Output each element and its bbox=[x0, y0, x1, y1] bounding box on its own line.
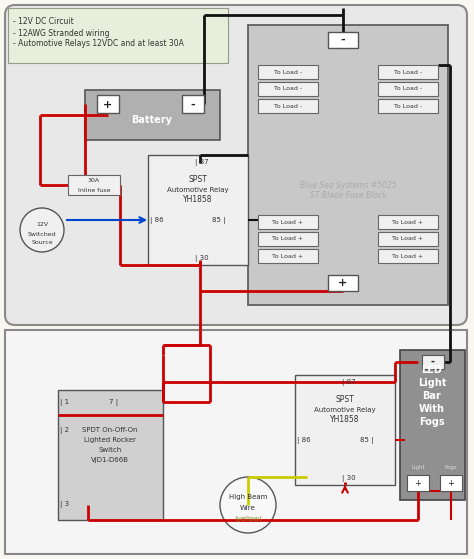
Bar bbox=[378, 249, 438, 263]
Text: -: - bbox=[341, 35, 346, 45]
Text: To Load -: To Load - bbox=[394, 69, 422, 74]
Bar bbox=[97, 95, 119, 113]
Text: +: + bbox=[447, 479, 455, 487]
Bar bbox=[248, 25, 448, 305]
Text: Fogs: Fogs bbox=[445, 466, 457, 471]
Bar bbox=[422, 355, 444, 369]
Bar bbox=[258, 82, 318, 96]
Text: | 30: | 30 bbox=[195, 254, 209, 262]
Text: -: - bbox=[431, 357, 435, 367]
Bar bbox=[378, 99, 438, 113]
Text: To Load -: To Load - bbox=[394, 87, 422, 92]
Text: To Load -: To Load - bbox=[274, 69, 302, 74]
Text: Fogs: Fogs bbox=[419, 417, 445, 427]
Text: 85 |: 85 | bbox=[212, 216, 226, 224]
Text: To Load +: To Load + bbox=[273, 253, 303, 258]
Text: YH1858: YH1858 bbox=[330, 415, 360, 424]
Text: +: + bbox=[338, 278, 347, 288]
Bar bbox=[258, 215, 318, 229]
Bar bbox=[295, 375, 395, 485]
Text: -: - bbox=[191, 100, 195, 110]
Bar bbox=[378, 65, 438, 79]
Text: | 30: | 30 bbox=[342, 475, 356, 481]
Bar bbox=[378, 215, 438, 229]
Text: LED: LED bbox=[421, 365, 442, 375]
Bar bbox=[400, 350, 465, 500]
Text: Battery: Battery bbox=[131, 115, 173, 125]
Text: 30A: 30A bbox=[88, 178, 100, 183]
Text: High Beam: High Beam bbox=[229, 494, 267, 500]
Text: - 12AWG Stranded wiring: - 12AWG Stranded wiring bbox=[13, 29, 109, 37]
Bar bbox=[8, 8, 228, 63]
Text: To Load +: To Load + bbox=[273, 236, 303, 241]
Text: Switched: Switched bbox=[27, 231, 56, 236]
Circle shape bbox=[220, 477, 276, 533]
Text: | 2: | 2 bbox=[60, 427, 69, 433]
Text: Blue Sea Systems #5025: Blue Sea Systems #5025 bbox=[300, 181, 396, 190]
Text: | 87: | 87 bbox=[195, 159, 209, 165]
Text: | 86: | 86 bbox=[297, 437, 310, 443]
Text: To Load -: To Load - bbox=[394, 103, 422, 108]
Bar bbox=[258, 99, 318, 113]
Text: To Load -: To Load - bbox=[274, 87, 302, 92]
Text: To Load +: To Load + bbox=[273, 220, 303, 225]
Text: - 12V DC Circuit: - 12V DC Circuit bbox=[13, 17, 74, 26]
Circle shape bbox=[20, 208, 64, 252]
Text: Automotive Relay: Automotive Relay bbox=[167, 187, 229, 193]
Bar bbox=[378, 82, 438, 96]
Text: Source: Source bbox=[31, 239, 53, 244]
Bar bbox=[68, 175, 120, 195]
Text: SPST: SPST bbox=[336, 396, 355, 405]
Text: With: With bbox=[419, 404, 445, 414]
Text: Switch: Switch bbox=[99, 447, 122, 453]
Bar bbox=[5, 330, 467, 554]
Text: | 1: | 1 bbox=[60, 399, 69, 405]
Bar bbox=[85, 90, 220, 140]
Text: To Load +: To Load + bbox=[392, 220, 424, 225]
Text: 85 |: 85 | bbox=[361, 437, 374, 443]
Bar bbox=[440, 475, 462, 491]
Text: YH1858: YH1858 bbox=[183, 196, 213, 205]
Text: Light: Light bbox=[418, 378, 446, 388]
FancyBboxPatch shape bbox=[5, 5, 467, 325]
Text: Inline fuse: Inline fuse bbox=[78, 187, 110, 192]
Text: (yellow): (yellow) bbox=[234, 516, 262, 522]
Bar bbox=[258, 65, 318, 79]
Text: Bar: Bar bbox=[423, 391, 441, 401]
Bar bbox=[328, 275, 358, 291]
Bar bbox=[258, 249, 318, 263]
Text: 12V: 12V bbox=[36, 222, 48, 228]
Bar bbox=[407, 475, 429, 491]
Bar bbox=[378, 232, 438, 246]
Text: +: + bbox=[103, 100, 113, 110]
Text: Automotive Relay: Automotive Relay bbox=[314, 407, 376, 413]
Text: | 87: | 87 bbox=[342, 378, 356, 386]
Text: | 3: | 3 bbox=[60, 501, 69, 509]
Text: - Automotive Relays 12VDC and at least 30A: - Automotive Relays 12VDC and at least 3… bbox=[13, 40, 184, 49]
Bar bbox=[182, 95, 204, 113]
Bar bbox=[58, 390, 163, 520]
Text: 7 |: 7 | bbox=[109, 399, 118, 405]
Text: Wire: Wire bbox=[240, 505, 256, 511]
Text: SPST: SPST bbox=[189, 176, 207, 184]
Bar bbox=[328, 32, 358, 48]
Text: | 86: | 86 bbox=[150, 216, 164, 224]
Text: VJD1-D66B: VJD1-D66B bbox=[91, 457, 129, 463]
Bar bbox=[258, 232, 318, 246]
Text: Lighted Rocker: Lighted Rocker bbox=[84, 437, 136, 443]
Text: Light: Light bbox=[411, 466, 425, 471]
Text: +: + bbox=[415, 479, 421, 487]
Text: To Load -: To Load - bbox=[274, 103, 302, 108]
Bar bbox=[148, 155, 248, 265]
Text: To Load +: To Load + bbox=[392, 236, 424, 241]
Text: ST Blade Fuse Block: ST Blade Fuse Block bbox=[310, 192, 386, 201]
Text: SPDT On-Off-On: SPDT On-Off-On bbox=[82, 427, 138, 433]
Text: To Load +: To Load + bbox=[392, 253, 424, 258]
